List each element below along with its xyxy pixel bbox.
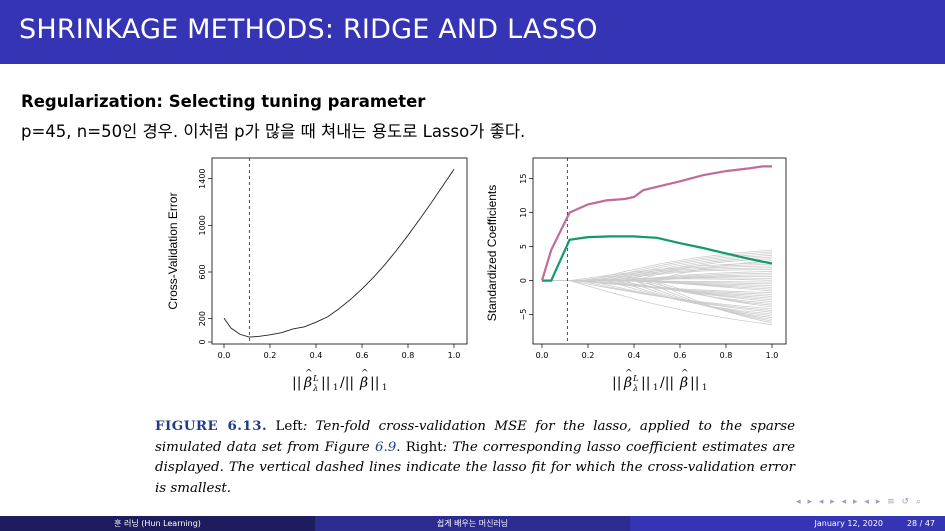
- left-y-ticks: 0 200 600 1000 1400: [198, 168, 212, 345]
- svg-text:||: ||: [690, 375, 699, 391]
- right-y-axis-label: Standardized Coefficients: [485, 185, 499, 322]
- green-coefficient-line: [542, 235, 773, 282]
- footer-author: 훈 러닝 (Hun Learning): [0, 516, 315, 531]
- x-tick-label: 0.6: [356, 351, 369, 360]
- beamer-navigation-icons[interactable]: ◂ ▸ ◂ ▸ ◂ ▸ ◂ ▸ ≡ ↺ ⌕: [796, 497, 923, 507]
- footer-right: January 12, 2020 28 / 47: [630, 516, 945, 531]
- figure: 0 200 600 1000 1400 0.0 0.2 0.4 0.6 0.8 1.0 Cross…: [160, 155, 790, 395]
- gray-coefficient-path: [542, 280, 773, 315]
- x-tick-label: 0.4: [310, 351, 323, 360]
- svg-text:||: ||: [370, 375, 379, 391]
- y-tick-label: 1000: [198, 215, 207, 235]
- svg-text:1: 1: [382, 383, 387, 393]
- left-x-ticks: 0.0 0.2 0.4 0.6 0.8 1.0: [218, 344, 461, 360]
- x-tick-label: 0.0: [536, 351, 549, 360]
- svg-text:||: ||: [612, 375, 621, 391]
- pink-coefficient-line: [540, 165, 772, 281]
- y-tick-label: 5: [519, 244, 528, 249]
- footer-date: January 12, 2020: [814, 519, 884, 528]
- svg-text:1: 1: [702, 383, 707, 393]
- cv-error-curve: [223, 169, 455, 338]
- left-x-axis-label: || β ^ L λ || 1 /|| β ^ || 1: [292, 369, 387, 394]
- x-tick-label: 0.8: [402, 351, 415, 360]
- y-tick-label: 200: [198, 311, 207, 326]
- right-plot-frame: [532, 157, 787, 345]
- y-tick-label: 0: [519, 278, 528, 283]
- svg-text:β: β: [679, 375, 688, 391]
- caption-part4: : The corresponding lasso coefficient es…: [155, 439, 795, 496]
- right-x-axis-label: || β ^ L λ || 1 /|| β ^ || 1: [612, 369, 707, 394]
- gray-coefficient-path: [542, 280, 773, 313]
- footer-course: 쉽게 배우는 머신러닝: [315, 516, 630, 531]
- x-tick-label: 1.0: [448, 351, 461, 360]
- x-tick-label: 0.2: [582, 351, 595, 360]
- figure-svg: 0 200 600 1000 1400 0.0 0.2 0.4 0.6 0.8 1.0 Cross…: [166, 157, 787, 394]
- x-tick-label: 0.0: [218, 351, 231, 360]
- svg-text:λ: λ: [312, 384, 318, 394]
- svg-text:^: ^: [305, 369, 313, 379]
- gray-coefficient-path: [542, 280, 773, 304]
- caption-part3: . Right: [396, 439, 443, 455]
- slide-title: SHRINKAGE METHODS: RIDGE AND LASSO: [19, 14, 598, 45]
- y-tick-label: 15: [519, 174, 528, 184]
- right-panel: −5 0 5 10 15 0.0 0.2 0.4 0.6 0.8 1.0 Standardized…: [485, 157, 787, 360]
- caption-part1: Left: [267, 419, 303, 434]
- svg-text:/||: /||: [340, 375, 354, 391]
- footer-page-number: 28 / 47: [906, 519, 935, 528]
- gray-coefficient-path: [542, 260, 773, 281]
- svg-text:||: ||: [292, 375, 301, 391]
- caption-figure-link[interactable]: 6.9: [374, 439, 397, 455]
- svg-text:β: β: [623, 375, 632, 391]
- figure-caption: FIGURE 6.13. Left: Ten-fold cross-valida…: [155, 416, 795, 499]
- svg-text:λ: λ: [632, 384, 638, 394]
- x-tick-label: 0.2: [264, 351, 277, 360]
- svg-text:L: L: [312, 374, 319, 384]
- svg-text:L: L: [632, 374, 639, 384]
- svg-text:||: ||: [641, 375, 650, 391]
- gray-coefficient-lines: [542, 249, 773, 326]
- y-tick-label: 10: [519, 208, 528, 218]
- x-tick-label: 0.8: [720, 351, 733, 360]
- svg-text:1: 1: [653, 383, 658, 393]
- svg-text:β: β: [359, 375, 368, 391]
- section-heading: Regularization: Selecting tuning paramet…: [21, 92, 426, 111]
- svg-text:^: ^: [625, 369, 633, 379]
- x-tick-label: 1.0: [766, 351, 779, 360]
- y-tick-label: 0: [198, 339, 207, 344]
- right-x-ticks: 0.0 0.2 0.4 0.6 0.8 1.0: [536, 344, 779, 360]
- right-y-ticks: −5 0 5 10 15: [519, 174, 533, 321]
- svg-text:^: ^: [361, 369, 369, 379]
- left-y-axis-label: Cross-Validation Error: [166, 192, 180, 309]
- svg-text:/||: /||: [660, 375, 674, 391]
- y-tick-label: 1400: [198, 168, 207, 188]
- svg-text:||: ||: [321, 375, 330, 391]
- title-bar: SHRINKAGE METHODS: RIDGE AND LASSO: [0, 0, 945, 64]
- y-tick-label: −5: [519, 309, 528, 321]
- left-plot-frame: [211, 157, 468, 345]
- svg-text:^: ^: [681, 369, 689, 379]
- x-tick-label: 0.4: [628, 351, 641, 360]
- svg-text:1: 1: [333, 383, 338, 393]
- caption-part2: : Ten-fold cross-validation MSE for the …: [155, 419, 795, 455]
- y-tick-label: 600: [198, 264, 207, 279]
- caption-lead: FIGURE 6.13.: [155, 418, 268, 434]
- gray-coefficient-path: [542, 280, 773, 302]
- intro-text: p=45, n=50인 경우. 이처럼 p가 많을 때 쳐내는 용도로 Lass…: [21, 122, 526, 141]
- footer-bar: 훈 러닝 (Hun Learning) 쉽게 배우는 머신러닝 January …: [0, 516, 945, 531]
- left-panel: 0 200 600 1000 1400 0.0 0.2 0.4 0.6 0.8 1.0 Cross…: [166, 157, 468, 360]
- x-tick-label: 0.6: [674, 351, 687, 360]
- svg-text:β: β: [303, 375, 312, 391]
